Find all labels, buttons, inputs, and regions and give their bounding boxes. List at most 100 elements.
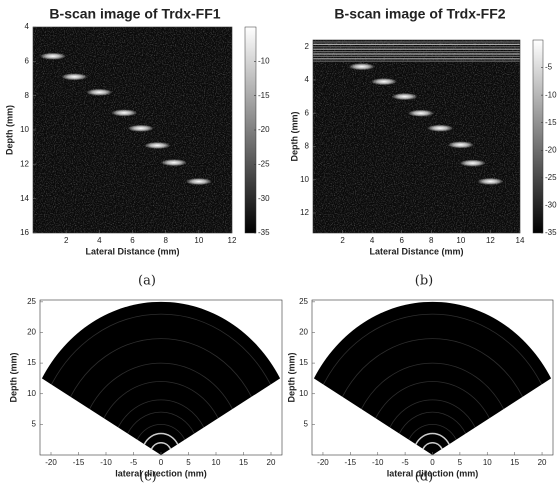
echo-arc [360,362,505,410]
y-tick-label: 25 [299,297,308,306]
x-axis-label: lateral direction (mm) [115,468,207,478]
x-tick-label: -10 [372,458,384,467]
x-tick-label: 5 [458,458,463,467]
y-axis-label: Depth (mm) [289,112,299,162]
echo-arc [389,399,476,428]
y-tick-label: 8 [25,91,30,100]
echo-arc [117,399,205,428]
echo-arc [342,338,523,397]
colorbar-tick-label: -15 [545,118,557,127]
echo-arc [323,313,542,385]
echo-arc [150,442,172,450]
echo-arc [51,313,271,385]
x-tick-label: 6 [130,236,135,245]
x-tick-label: 12 [228,236,237,245]
target [427,124,454,132]
y-tick-label: 20 [27,328,36,337]
x-tick-label: -5 [130,458,138,467]
y-tick-label: 25 [27,297,36,306]
echo-arc [127,411,195,434]
y-tick-label: 8 [305,142,310,151]
echo-arc [136,423,186,440]
echo-arc [398,411,467,434]
x-tick-label: 12 [486,236,495,245]
target [477,177,504,185]
target [111,109,138,117]
x-tick-label: 15 [239,458,248,467]
target [127,124,154,132]
target [144,141,171,149]
x-axis-label: Lateral Distance (mm) [85,246,179,256]
target [370,78,397,86]
panel-caption: (d) [415,470,433,485]
y-tick-label: 12 [300,208,309,217]
x-tick-label: 4 [97,236,102,245]
y-tick-label: 5 [32,419,37,428]
x-tick-label: 0 [430,458,435,467]
colorbar-tick-label: -30 [258,194,270,203]
target [391,93,418,101]
x-tick-label: -15 [345,458,357,467]
x-tick-label: 2 [340,236,345,245]
y-tick-label: 10 [27,389,36,398]
x-tick-label: 5 [186,458,191,467]
x-tick-label: 15 [510,458,519,467]
x-tick-label: -20 [317,458,329,467]
panel-title: B-scan image of Trdx-FF1 [49,6,220,22]
x-tick-label: 8 [429,236,434,245]
plot-frame [312,39,521,234]
x-tick-label: 6 [399,236,404,245]
y-tick-label: 12 [20,159,29,168]
y-tick-label: 4 [25,22,30,31]
target [160,159,187,167]
colorbar-tick-label: -20 [258,125,270,134]
target [348,63,375,71]
panel-caption: (a) [138,274,156,289]
echo-arc [143,432,179,445]
target [407,109,434,117]
fan [41,301,281,455]
y-tick-label: 15 [299,358,308,367]
y-axis-label: Depth (mm) [8,353,18,403]
colorbar-tick-label: -35 [258,228,270,237]
x-tick-label: 0 [159,458,164,467]
y-tick-label: 14 [20,194,29,203]
x-tick-label: 2 [64,236,69,245]
y-tick-label: 10 [299,389,308,398]
x-tick-label: 10 [483,458,492,467]
x-tick-label: 14 [516,236,525,245]
echo-arc [422,442,443,450]
target [86,88,113,96]
colorbar-tick-label: -10 [545,90,557,99]
y-tick-label: 4 [305,75,310,84]
x-tick-label: 10 [212,458,221,467]
echo-arc [103,381,219,419]
fan [313,301,552,455]
y-tick-label: 16 [20,228,29,237]
x-tick-label: 10 [194,236,203,245]
echo-arc [408,423,457,440]
panel-title: B-scan image of Trdx-FF2 [334,6,505,22]
panel-caption: (b) [415,274,433,289]
echo-arc [70,338,252,397]
x-tick-label: -20 [45,458,57,467]
y-tick-label: 2 [305,42,310,51]
target [61,73,88,81]
x-axis-label: Lateral Distance (mm) [369,246,463,256]
colorbar [532,39,544,234]
target [39,52,66,60]
echo-arc [375,381,490,419]
x-tick-label: 20 [538,458,547,467]
x-tick-label: 10 [456,236,465,245]
x-tick-label: -15 [73,458,85,467]
x-axis-label: lateral direction (mm) [387,468,479,478]
colorbar-tick-label: -35 [545,228,557,237]
y-tick-label: 10 [300,175,309,184]
y-tick-label: 20 [299,328,308,337]
x-tick-label: 20 [267,458,276,467]
colorbar-tick-label: -20 [545,145,557,154]
panel-caption: (c) [139,470,156,485]
target [459,159,486,167]
colorbar-tick-label: -15 [258,91,270,100]
